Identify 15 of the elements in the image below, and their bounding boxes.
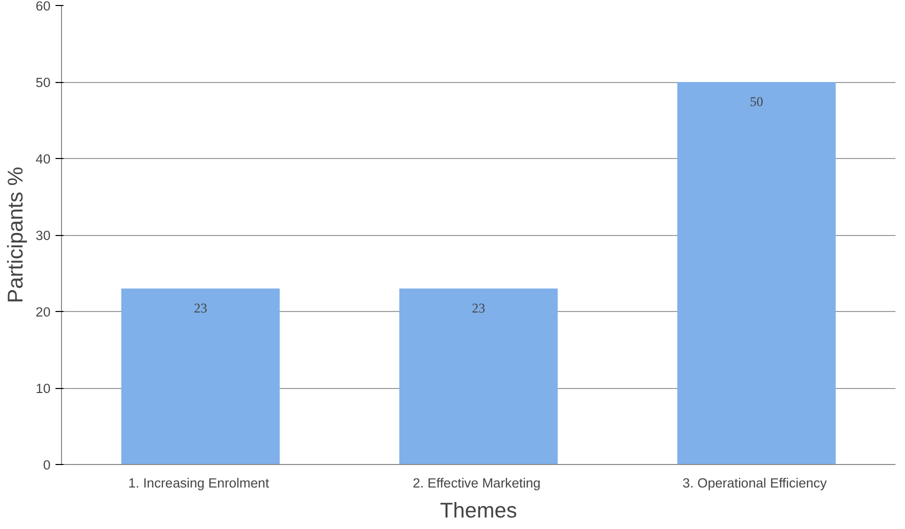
y-tick-label: 10: [36, 381, 51, 396]
data-label: 23: [194, 300, 208, 316]
x-tick-label: 1. Increasing Enrolment: [128, 476, 270, 490]
y-tick-label: 0: [43, 458, 51, 472]
y-tick-label: 30: [36, 228, 51, 243]
y-tick-label: 60: [36, 0, 51, 14]
y-tick-label: 40: [36, 152, 51, 166]
y-tick-label: 20: [36, 304, 51, 320]
y-axis-title: Participants %: [4, 166, 28, 304]
data-label: 50: [750, 94, 764, 109]
x-axis-title: Themes: [440, 498, 518, 522]
x-tick-label: 2. Effective Marketing: [412, 476, 541, 490]
y-tick-label: 50: [36, 75, 51, 90]
x-tick-label: 3. Operational Efficiency: [682, 476, 828, 490]
data-label: 23: [472, 300, 486, 316]
